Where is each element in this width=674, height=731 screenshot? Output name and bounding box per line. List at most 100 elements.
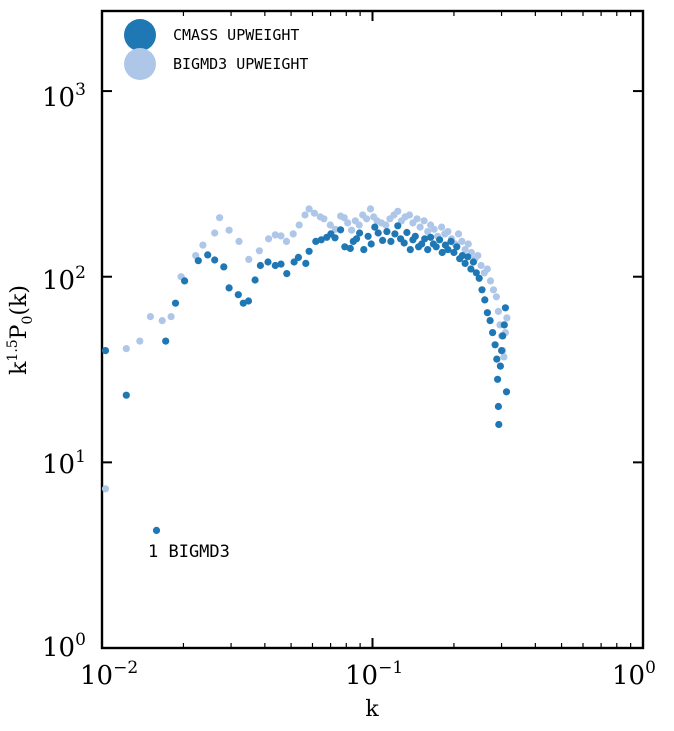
data-point <box>477 261 485 270</box>
data-point <box>387 237 395 245</box>
y-tick-label: 103 <box>42 80 86 113</box>
data-point <box>167 313 175 321</box>
data-point <box>432 243 440 251</box>
data-point <box>204 251 212 259</box>
data-point <box>251 276 259 284</box>
data-point <box>158 317 166 325</box>
data-point <box>283 270 291 278</box>
data-point <box>346 244 354 252</box>
legend-marker-bigmd3 <box>124 48 156 80</box>
data-point <box>101 485 110 493</box>
data-point <box>235 237 243 245</box>
series-layer <box>101 205 511 535</box>
data-point <box>494 402 502 411</box>
data-point <box>444 246 452 254</box>
data-point <box>499 332 507 340</box>
data-point <box>469 258 477 266</box>
data-point <box>331 234 339 242</box>
data-point <box>464 253 472 261</box>
data-point <box>220 263 228 271</box>
data-point <box>438 248 446 257</box>
data-point <box>317 236 325 244</box>
data-point <box>282 237 291 245</box>
data-point <box>162 337 170 345</box>
data-point <box>146 313 154 321</box>
data-point <box>467 265 475 273</box>
data-point <box>356 229 364 237</box>
data-point <box>502 388 511 396</box>
data-point <box>494 375 502 383</box>
data-point <box>475 274 483 282</box>
data-point <box>225 226 233 234</box>
data-point <box>379 236 387 244</box>
data-point <box>413 215 421 223</box>
data-point <box>199 241 207 249</box>
data-point <box>366 205 375 213</box>
data-point <box>420 217 428 225</box>
data-point <box>331 225 339 233</box>
data-point <box>394 207 402 215</box>
data-point <box>503 314 511 322</box>
data-point <box>295 221 303 229</box>
data-point <box>501 304 509 312</box>
data-point <box>424 246 432 254</box>
data-point <box>486 277 495 285</box>
x-tick-label: 10−2 <box>80 658 138 691</box>
x-axis-label: k <box>365 697 379 722</box>
data-point <box>394 222 402 230</box>
data-point <box>489 329 497 337</box>
data-point <box>421 235 429 243</box>
data-point <box>355 221 363 229</box>
data-point <box>265 235 273 243</box>
data-point <box>450 248 458 257</box>
data-point <box>391 230 399 238</box>
data-point <box>101 347 110 355</box>
legend: CMASS UPWEIGHT BIGMD3 UPWEIGHT <box>124 19 308 80</box>
data-point <box>337 226 345 234</box>
data-point <box>500 353 508 361</box>
data-point <box>305 205 313 213</box>
data-point <box>458 252 466 260</box>
data-point <box>454 230 463 238</box>
data-point <box>461 246 469 254</box>
data-point <box>453 243 461 251</box>
data-point <box>424 228 432 236</box>
data-point <box>122 345 130 353</box>
data-point <box>371 223 379 231</box>
data-point <box>406 246 414 254</box>
data-point <box>360 246 368 254</box>
data-point <box>341 243 349 251</box>
data-point <box>430 225 438 233</box>
data-point <box>364 232 372 240</box>
data-point <box>122 391 130 399</box>
data-point <box>225 284 233 292</box>
data-point <box>301 211 309 219</box>
data-point <box>271 231 279 239</box>
data-point <box>498 347 506 355</box>
data-point <box>312 237 320 245</box>
data-point <box>244 297 253 305</box>
data-point <box>152 526 161 535</box>
data-point <box>171 299 180 307</box>
data-point <box>136 337 144 345</box>
data-point <box>418 240 426 248</box>
data-point <box>374 229 382 237</box>
data-point <box>277 232 285 240</box>
data-point <box>245 255 253 263</box>
data-point <box>234 291 242 299</box>
y-tick-label: 101 <box>42 447 86 480</box>
data-point <box>181 277 189 285</box>
data-point <box>427 233 435 241</box>
data-point <box>344 219 352 227</box>
data-point <box>472 269 480 277</box>
legend-marker-cmass <box>124 19 156 51</box>
data-point <box>447 237 455 245</box>
y-axis-label: k1.5P0(k) <box>5 285 36 375</box>
data-point <box>489 286 498 294</box>
data-point <box>492 293 500 301</box>
data-point <box>486 317 494 325</box>
data-point <box>438 223 446 231</box>
data-point <box>305 247 313 255</box>
